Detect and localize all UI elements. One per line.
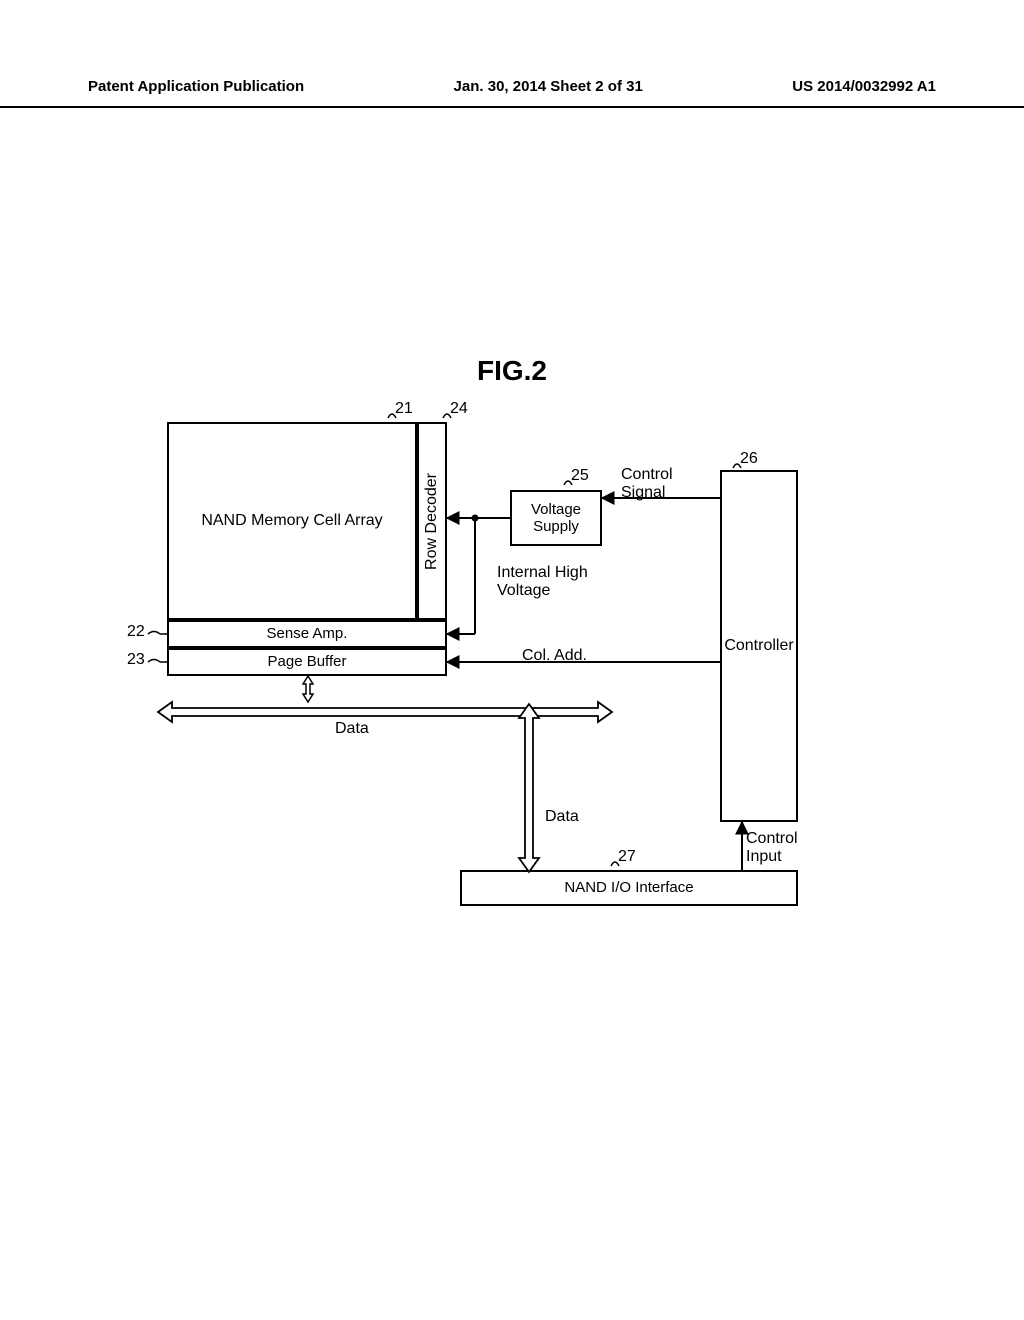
label-data-bus: Data <box>335 720 369 738</box>
block-sense-amp: Sense Amp. <box>167 620 447 648</box>
label-control-input: Control Input <box>746 830 798 867</box>
header-right: US 2014/0032992 A1 <box>792 78 936 95</box>
block-voltage-supply: Voltage Supply <box>510 490 602 546</box>
label-data-io: Data <box>545 808 579 826</box>
ref-26: 26 <box>740 450 758 468</box>
page: Patent Application Publication Jan. 30, … <box>0 0 1024 1320</box>
page-header: Patent Application Publication Jan. 30, … <box>0 78 1024 108</box>
block-controller-label: Controller <box>724 637 793 655</box>
block-row-decoder: Row Decoder <box>417 422 447 620</box>
wires-svg <box>0 0 1024 1320</box>
label-col-add: Col. Add. <box>522 647 587 665</box>
ref-25: 25 <box>571 467 589 485</box>
block-controller: Controller <box>720 470 798 822</box>
header-left: Patent Application Publication <box>88 78 304 95</box>
block-row-decoder-label: Row Decoder <box>423 473 441 570</box>
ref-23: 23 <box>127 651 145 669</box>
ref-21: 21 <box>395 400 413 418</box>
block-nand-array-label: NAND Memory Cell Array <box>201 512 382 530</box>
label-control-signal: Control Signal <box>621 466 673 503</box>
header-center: Jan. 30, 2014 Sheet 2 of 31 <box>454 78 643 95</box>
ref-22: 22 <box>127 623 145 641</box>
ref-27: 27 <box>618 848 636 866</box>
block-sense-amp-label: Sense Amp. <box>267 625 348 642</box>
block-voltage-supply-label: Voltage Supply <box>512 501 600 536</box>
block-nand-array: NAND Memory Cell Array <box>167 422 417 620</box>
block-page-buffer-label: Page Buffer <box>268 653 347 670</box>
label-internal-high-voltage: Internal High Voltage <box>497 564 588 601</box>
block-nand-io-label: NAND I/O Interface <box>564 879 693 896</box>
ref-24: 24 <box>450 400 468 418</box>
block-nand-io: NAND I/O Interface <box>460 870 798 906</box>
figure-title: FIG.2 <box>477 355 547 387</box>
block-page-buffer: Page Buffer <box>167 648 447 676</box>
